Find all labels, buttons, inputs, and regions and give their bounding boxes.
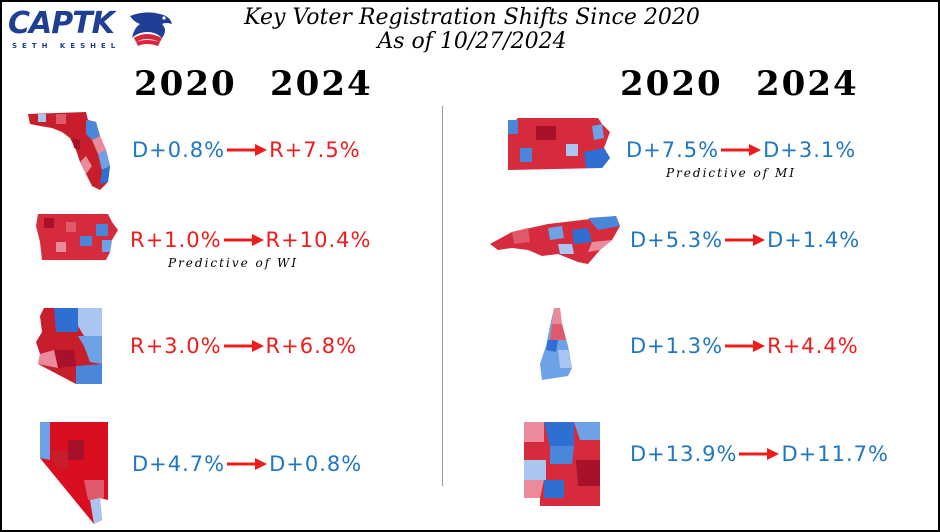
logo-subtitle: SETH KESHEL (12, 42, 121, 50)
nevada-map (40, 422, 108, 524)
north-carolina-from-value: D+5.3% (630, 228, 724, 252)
iowa-note: Predictive of WI (168, 256, 299, 270)
logo: CAPTK SETH KESHEL (8, 6, 178, 56)
new-mexico-map (524, 422, 600, 506)
north-carolina-to-value: D+1.4% (767, 228, 861, 252)
arrow-right-icon (725, 234, 766, 246)
arrow-right-icon (739, 448, 780, 460)
florida-from-value: D+0.8% (132, 138, 226, 162)
new-hampshire-from-value: D+1.3% (630, 334, 724, 358)
pennsylvania-map (508, 118, 610, 170)
pennsylvania-to-value: D+3.1% (763, 138, 857, 162)
new-mexico-from-value: D+13.9% (630, 442, 738, 466)
new-mexico-shift: D+13.9% D+11.7% (630, 442, 889, 466)
arrow-right-icon (223, 340, 264, 352)
column-divider (442, 106, 443, 486)
new-hampshire-shift: D+1.3% R+4.4% (630, 334, 859, 358)
right-year-from: 2020 (620, 64, 723, 104)
arrow-right-icon (223, 234, 264, 246)
nevada-shift: D+4.7% D+0.8% (132, 452, 362, 476)
arizona-shift: R+3.0% R+6.8% (130, 334, 357, 358)
iowa-to-value: R+10.4% (265, 228, 372, 252)
nevada-from-value: D+4.7% (132, 452, 226, 476)
north-carolina-shift: D+5.3% D+1.4% (630, 228, 860, 252)
arrow-right-icon (227, 458, 268, 470)
pennsylvania-shift: D+7.5% D+3.1% (626, 138, 856, 162)
iowa-from-value: R+1.0% (130, 228, 222, 252)
north-carolina-map (490, 216, 620, 264)
pennsylvania-from-value: D+7.5% (626, 138, 720, 162)
logo-wordmark: CAPTK (8, 6, 115, 41)
page-subtitle: As of 10/27/2024 (377, 29, 567, 54)
arizona-map (36, 308, 102, 384)
new-hampshire-map (540, 308, 572, 380)
arizona-to-value: R+6.8% (265, 334, 358, 358)
iowa-shift: R+1.0% R+10.4% (130, 228, 371, 252)
nevada-to-value: D+0.8% (269, 452, 363, 476)
arizona-from-value: R+3.0% (130, 334, 222, 358)
new-hampshire-to-value: R+4.4% (767, 334, 859, 358)
left-year-to: 2024 (270, 64, 373, 104)
eagle-icon (130, 12, 172, 46)
right-year-to: 2024 (756, 64, 859, 104)
florida-shift: D+0.8% R+7.5% (132, 138, 361, 162)
iowa-map (36, 214, 118, 260)
page-title: Key Voter Registration Shifts Since 2020 (244, 5, 700, 30)
arrow-right-icon (227, 144, 268, 156)
pennsylvania-note: Predictive of MI (666, 166, 797, 180)
new-mexico-to-value: D+11.7% (781, 442, 889, 466)
left-year-from: 2020 (134, 64, 237, 104)
florida-to-value: R+7.5% (269, 138, 361, 162)
florida-map (28, 112, 110, 190)
arrow-right-icon (725, 340, 766, 352)
arrow-right-icon (721, 144, 762, 156)
